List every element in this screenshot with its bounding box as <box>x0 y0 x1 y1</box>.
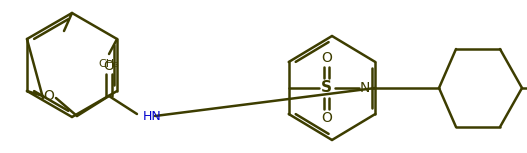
Text: O: O <box>44 89 54 103</box>
Text: O: O <box>321 111 332 125</box>
Text: O: O <box>321 51 332 65</box>
Text: HN: HN <box>143 110 162 123</box>
Text: S: S <box>321 80 332 95</box>
Text: N: N <box>359 81 370 95</box>
Text: O: O <box>103 59 114 73</box>
Text: CH₃: CH₃ <box>99 59 120 69</box>
